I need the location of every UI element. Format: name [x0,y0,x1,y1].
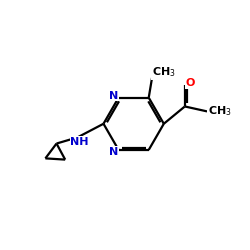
Text: CH$_3$: CH$_3$ [208,104,232,118]
Text: NH: NH [70,137,89,147]
Text: O: O [186,78,195,88]
Text: N: N [110,91,119,101]
Text: CH$_3$: CH$_3$ [152,66,176,79]
Text: N: N [110,147,119,157]
